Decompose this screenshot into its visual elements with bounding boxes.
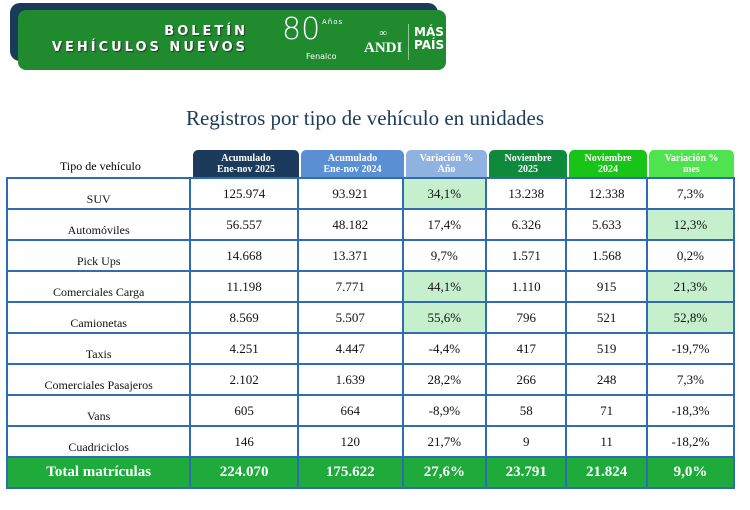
cell-value: 28,2% bbox=[401, 363, 488, 396]
cell-value: 34,1% bbox=[401, 177, 488, 210]
cell-value: 521 bbox=[565, 301, 648, 334]
cell-value: 1.110 bbox=[484, 270, 568, 303]
cell-value: 11 bbox=[565, 425, 648, 458]
cell-value: 5.507 bbox=[296, 301, 404, 334]
column-header: Variación % Año bbox=[406, 150, 487, 177]
cell-value: 44,1% bbox=[401, 270, 488, 303]
cell-value: 2.102 bbox=[189, 363, 299, 396]
cell-value: -8,9% bbox=[401, 394, 488, 427]
cell-value: -19,7% bbox=[645, 332, 736, 365]
table-row: SUV 125.974 93.921 34,1% 13.238 12.338 7,3% bbox=[5, 177, 736, 210]
table-row: Automóviles 56.557 48.182 17,4% 6.326 5.633 12… bbox=[5, 208, 736, 241]
total-value: 9,0% bbox=[645, 456, 736, 489]
cell-value: 146 bbox=[189, 425, 299, 458]
cell-value: 11.198 bbox=[189, 270, 299, 303]
column-header: Acumulado Ene-nov 2024 bbox=[301, 150, 404, 177]
cell-value: 12,3% bbox=[645, 208, 736, 241]
cell-value: 8.569 bbox=[189, 301, 299, 334]
andi-logo: ∞ ANDI bbox=[364, 28, 403, 56]
cell-value: 266 bbox=[484, 363, 568, 396]
cell-value: 417 bbox=[484, 332, 568, 365]
column-header: Noviembre 2024 bbox=[569, 150, 647, 177]
cell-value: 13.371 bbox=[296, 239, 404, 272]
row-label: SUV bbox=[5, 177, 192, 210]
cell-value: 5.633 bbox=[565, 208, 648, 241]
row-label: Taxis bbox=[5, 332, 192, 365]
cell-value: 21,7% bbox=[401, 425, 488, 458]
cell-value: 605 bbox=[189, 394, 299, 427]
cell-value: 17,4% bbox=[401, 208, 488, 241]
cell-value: 9 bbox=[484, 425, 568, 458]
cell-value: 519 bbox=[565, 332, 648, 365]
page-title: Registros por tipo de vehículo en unidad… bbox=[185, 106, 545, 130]
total-value: 23.791 bbox=[484, 456, 568, 489]
total-row: Total matrículas 224.070 175.622 27,6% 23.79… bbox=[5, 456, 736, 489]
cell-value: 1.568 bbox=[565, 239, 648, 272]
cell-value: 55,6% bbox=[401, 301, 488, 334]
column-header: Variación % mes bbox=[649, 150, 734, 177]
cell-value: 7,3% bbox=[645, 363, 736, 396]
total-value: 175.622 bbox=[296, 456, 404, 489]
cell-value: 1.571 bbox=[484, 239, 568, 272]
cell-value: -18,2% bbox=[645, 425, 736, 458]
cell-value: 13.238 bbox=[484, 177, 568, 210]
banner: BOLETÍN VEHÍCULOS NUEVOS 80 Años Fenalco … bbox=[18, 10, 446, 70]
cell-value: 120 bbox=[296, 425, 404, 458]
cell-value: 248 bbox=[565, 363, 648, 396]
cell-value: 52,8% bbox=[645, 301, 736, 334]
table-row: Camionetas 8.569 5.507 55,6% 796 521 52,8% bbox=[5, 301, 736, 334]
column-header: Acumulado Ene-nov 2025 bbox=[193, 150, 299, 177]
banner-title: BOLETÍN VEHÍCULOS NUEVOS bbox=[51, 24, 248, 55]
row-label: Automóviles bbox=[5, 208, 192, 241]
cell-value: 14.668 bbox=[189, 239, 299, 272]
table-row: Pick Ups 14.668 13.371 9,7% 1.571 1.568 0,2% bbox=[5, 239, 736, 272]
table-row: Taxis 4.251 4.447 -4,4% 417 519 -19,7% bbox=[5, 332, 736, 365]
row-label: Camionetas bbox=[5, 301, 192, 334]
total-value: 27,6% bbox=[401, 456, 488, 489]
total-label: Total matrículas bbox=[5, 456, 192, 489]
cell-value: -4,4% bbox=[401, 332, 488, 365]
total-value: 21.824 bbox=[565, 456, 648, 489]
registrations-table: SUV 125.974 93.921 34,1% 13.238 12.338 7,3% Aut… bbox=[5, 177, 736, 489]
row-label: Pick Ups bbox=[5, 239, 192, 272]
cell-value: -18,3% bbox=[645, 394, 736, 427]
cell-value: 4.447 bbox=[296, 332, 404, 365]
cell-value: 58 bbox=[484, 394, 568, 427]
cell-value: 915 bbox=[565, 270, 648, 303]
cell-value: 125.974 bbox=[189, 177, 299, 210]
table-row: Comerciales Carga 11.198 7.771 44,1% 1.110 91… bbox=[5, 270, 736, 303]
column-header: Noviembre 2025 bbox=[489, 150, 567, 177]
logo-divider bbox=[408, 24, 409, 60]
cell-value: 7,3% bbox=[645, 177, 736, 210]
cell-value: 664 bbox=[296, 394, 404, 427]
total-value: 224.070 bbox=[189, 456, 299, 489]
table-row: Vans 605 664 -8,9% 58 71 -18,3% bbox=[5, 394, 736, 427]
cell-value: 48.182 bbox=[296, 208, 404, 241]
cell-value: 4.251 bbox=[189, 332, 299, 365]
cell-value: 71 bbox=[565, 394, 648, 427]
cell-value: 56.557 bbox=[189, 208, 299, 241]
table-row: Comerciales Pasajeros 2.102 1.639 28,2% 266 2… bbox=[5, 363, 736, 396]
cell-value: 12.338 bbox=[565, 177, 648, 210]
row-label: Vans bbox=[5, 394, 192, 427]
row-label: Comerciales Pasajeros bbox=[5, 363, 192, 396]
fenalco-logo: 80 bbox=[282, 12, 321, 47]
andi-symbol-icon: ∞ bbox=[379, 28, 387, 39]
mas-pais-logo: MÁS PAÍS bbox=[414, 25, 445, 52]
row-label: Cuadriciclos bbox=[5, 425, 192, 458]
cell-value: 0,2% bbox=[645, 239, 736, 272]
fenalco-years: Años bbox=[322, 18, 344, 26]
cell-value: 6.326 bbox=[484, 208, 568, 241]
cell-value: 9,7% bbox=[401, 239, 488, 272]
cell-value: 7.771 bbox=[296, 270, 404, 303]
cell-value: 1.639 bbox=[296, 363, 404, 396]
table-row: Cuadriciclos 146 120 21,7% 9 11 -18,2% bbox=[5, 425, 736, 458]
cell-value: 21,3% bbox=[645, 270, 736, 303]
row-label: Comerciales Carga bbox=[5, 270, 192, 303]
label-header: Tipo de vehículo bbox=[60, 159, 141, 173]
fenalco-name: Fenalco bbox=[306, 52, 337, 61]
cell-value: 796 bbox=[484, 301, 568, 334]
cell-value: 93.921 bbox=[296, 177, 404, 210]
